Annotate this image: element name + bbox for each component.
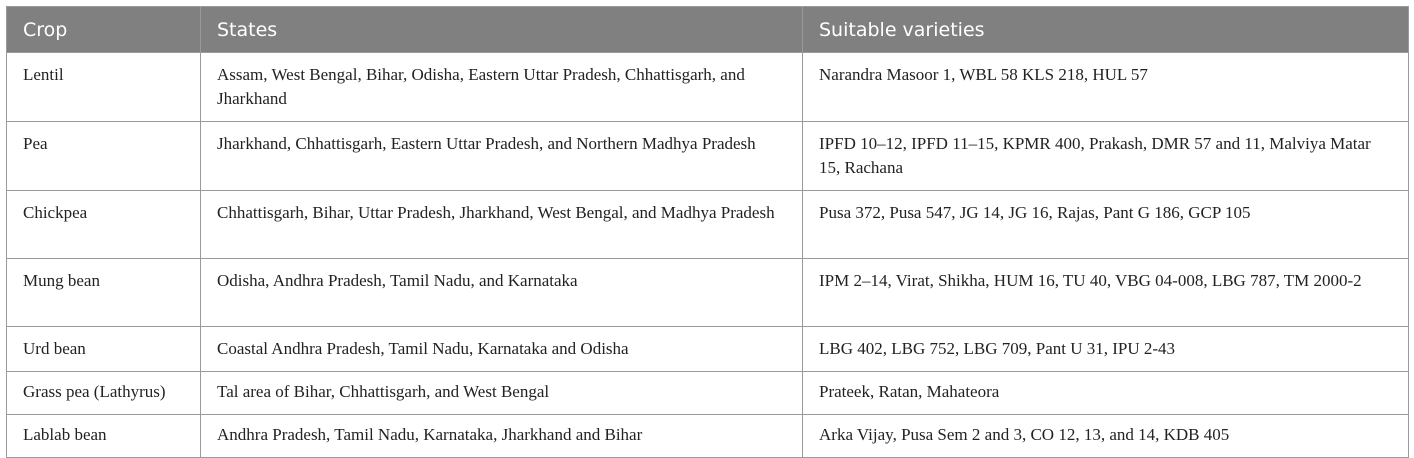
- header-row: Crop States Suitable varieties: [6, 6, 1409, 53]
- table-cell: Lentil: [6, 52, 201, 122]
- table-cell: Grass pea (Lathyrus): [6, 371, 201, 415]
- table-cell: IPFD 10–12, IPFD 11–15, KPMR 400, Prakas…: [802, 121, 1409, 191]
- table-cell: LBG 402, LBG 752, LBG 709, Pant U 31, IP…: [802, 326, 1409, 372]
- table-cell: Odisha, Andhra Pradesh, Tamil Nadu, and …: [200, 258, 803, 327]
- column-header: States: [200, 6, 803, 53]
- table-cell: Andhra Pradesh, Tamil Nadu, Karnataka, J…: [200, 414, 803, 458]
- table-cell: Lablab bean: [6, 414, 201, 458]
- table-cell: Pusa 372, Pusa 547, JG 14, JG 16, Rajas,…: [802, 190, 1409, 259]
- table-cell: Coastal Andhra Pradesh, Tamil Nadu, Karn…: [200, 326, 803, 372]
- table-cell: Pea: [6, 121, 201, 191]
- column-header: Suitable varieties: [802, 6, 1409, 53]
- table-cell: Assam, West Bengal, Bihar, Odisha, Easte…: [200, 52, 803, 122]
- data-table: Crop States Suitable varieties Lentil Assam…: [6, 6, 1409, 458]
- table-row: Mung bean Odisha, Andhra Pradesh, Tamil N…: [6, 258, 1409, 327]
- table-cell: Chhattisgarh, Bihar, Uttar Pradesh, Jhar…: [200, 190, 803, 259]
- table-row: Chickpea Chhattisgarh, Bihar, Uttar Prade…: [6, 190, 1409, 259]
- table-cell: Narandra Masoor 1, WBL 58 KLS 218, HUL 5…: [802, 52, 1409, 122]
- table-row: Lentil Assam, West Bengal, Bihar, Odisha,…: [6, 52, 1409, 122]
- table-row: Urd bean Coastal Andhra Pradesh, Tamil Na…: [6, 326, 1409, 372]
- table-cell: Tal area of Bihar, Chhattisgarh, and Wes…: [200, 371, 803, 415]
- column-header: Crop: [6, 6, 201, 53]
- table-cell: Arka Vijay, Pusa Sem 2 and 3, CO 12, 13,…: [802, 414, 1409, 458]
- table-cell: IPM 2–14, Virat, Shikha, HUM 16, TU 40, …: [802, 258, 1409, 327]
- table-cell: Chickpea: [6, 190, 201, 259]
- table-cell: Mung bean: [6, 258, 201, 327]
- table-row: Pea Jharkhand, Chhattisgarh, Eastern Utta…: [6, 121, 1409, 191]
- table-cell: Prateek, Ratan, Mahateora: [802, 371, 1409, 415]
- table-row: Grass pea (Lathyrus) Tal area of Bihar, C…: [6, 371, 1409, 415]
- table-cell: Urd bean: [6, 326, 201, 372]
- table-row: Lablab bean Andhra Pradesh, Tamil Nadu, K…: [6, 414, 1409, 458]
- table-cell: Jharkhand, Chhattisgarh, Eastern Uttar P…: [200, 121, 803, 191]
